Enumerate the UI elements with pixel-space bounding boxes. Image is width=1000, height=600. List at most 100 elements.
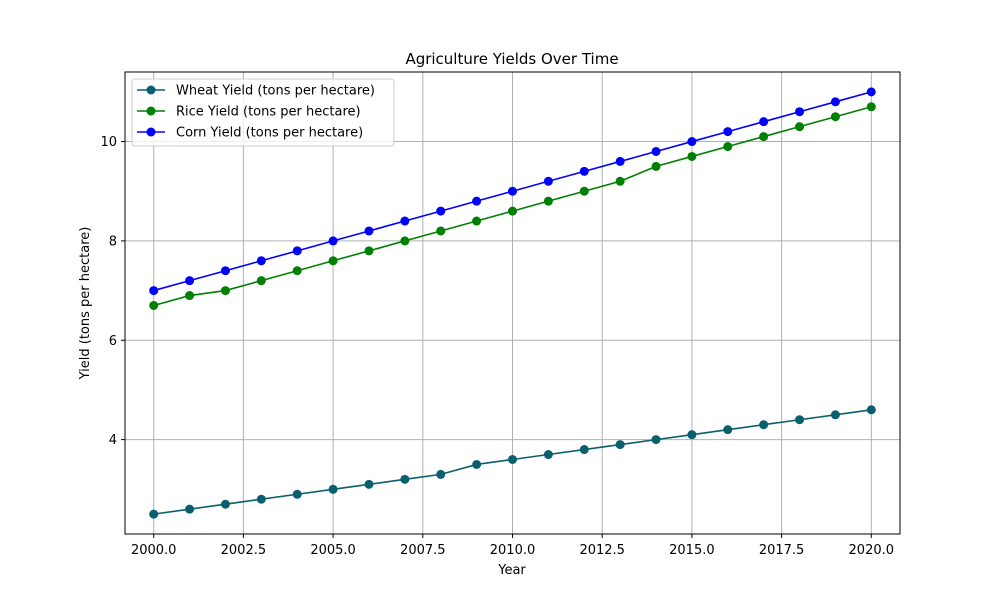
series-2: [149, 102, 876, 310]
x-axis-label: Year: [497, 563, 526, 578]
legend-entries: Wheat Yield (tons per hectare) Rice Yield…: [137, 84, 375, 141]
data-point: [256, 256, 266, 266]
data-point: [759, 132, 769, 142]
data-point: [220, 499, 230, 509]
y-tick-label: 10: [100, 135, 117, 150]
data-point: [292, 266, 302, 276]
data-point: [508, 186, 517, 196]
x-tick-label: 2017.5: [759, 543, 805, 558]
data-point: [615, 440, 625, 450]
data-point: [436, 226, 446, 236]
y-tick-label: 6: [109, 334, 117, 349]
legend-marker: [146, 127, 156, 137]
data-point: [830, 97, 840, 107]
data-point: [830, 410, 840, 420]
data-point: [292, 246, 302, 256]
data-point: [328, 256, 338, 266]
x-tick-label: 2015.0: [669, 543, 715, 558]
data-point: [436, 469, 446, 479]
legend-box: [131, 78, 395, 147]
x-tick-label: 2005.0: [310, 543, 356, 558]
legend-label: Wheat Yield (tons per hectare): [176, 84, 375, 99]
data-point: [615, 176, 625, 186]
x-tick-label: 2002.5: [221, 543, 267, 558]
data-point: [543, 196, 553, 206]
data-point: [364, 246, 374, 256]
series-3: [149, 87, 876, 296]
data-point: [830, 112, 840, 122]
data-point: [543, 450, 553, 460]
legend-marker: [146, 106, 156, 116]
data-point: [400, 474, 410, 484]
x-tick-label: 2012.5: [579, 543, 625, 558]
data-point: [579, 166, 589, 176]
data-point: [866, 102, 876, 112]
data-point: [220, 266, 230, 276]
data-point: [364, 226, 374, 236]
data-point: [364, 479, 374, 489]
data-point: [472, 196, 482, 206]
data-point: [543, 176, 553, 186]
data-point: [436, 206, 446, 216]
data-point: [185, 276, 195, 286]
data-point: [220, 286, 230, 296]
data-point: [185, 291, 195, 301]
data-point: [579, 186, 589, 196]
data-point: [687, 430, 697, 440]
data-point: [723, 142, 733, 152]
data-point: [687, 137, 697, 147]
legend-label: Rice Yield (tons per hectare): [176, 105, 361, 120]
chart-title: Agriculture Yields Over Time: [405, 50, 618, 68]
data-point: [149, 509, 159, 519]
data-point: [866, 87, 876, 97]
data-point: [795, 122, 805, 132]
legend-marker: [146, 85, 156, 95]
legend-entry: Wheat Yield (tons per hectare): [137, 84, 375, 99]
y-tick-label: 8: [109, 234, 117, 249]
x-axis: 2000.0 2002.5 2005.0 2007.5 2010.0 2012.5 2015…: [131, 534, 894, 558]
data-point: [328, 236, 338, 246]
legend-entry: Rice Yield (tons per hectare): [137, 105, 361, 120]
data-point: [256, 276, 266, 286]
x-tick-label: 2020.0: [849, 543, 895, 558]
y-axis: 4 6 8 10: [100, 135, 125, 448]
data-point: [615, 156, 625, 166]
data-point: [292, 489, 302, 499]
series-layer: [149, 87, 876, 519]
legend: Wheat Yield (tons per hectare) Rice Yield…: [131, 78, 395, 147]
data-point: [508, 206, 517, 216]
data-point: [185, 504, 195, 514]
data-point: [400, 216, 410, 226]
data-point: [149, 300, 159, 310]
data-point: [759, 117, 769, 127]
data-point: [472, 216, 482, 226]
data-point: [687, 151, 697, 161]
data-point: [795, 415, 805, 425]
data-point: [759, 420, 769, 430]
y-axis-label: Yield (tons per hectare): [78, 227, 93, 381]
data-point: [579, 445, 589, 455]
data-point: [866, 405, 876, 415]
grid-layer: [125, 72, 900, 534]
data-point: [795, 107, 805, 117]
data-point: [400, 236, 410, 246]
data-point: [651, 146, 661, 156]
y-tick-label: 4: [109, 433, 117, 448]
data-point: [723, 425, 733, 435]
data-point: [328, 484, 338, 494]
data-point: [651, 435, 661, 445]
data-point: [508, 454, 517, 464]
data-point: [651, 161, 661, 171]
legend-entry: Corn Yield (tons per hectare): [137, 126, 363, 141]
data-point: [472, 459, 482, 469]
data-point: [256, 494, 266, 504]
legend-label: Corn Yield (tons per hectare): [176, 126, 363, 141]
data-point: [723, 127, 733, 137]
series-1: [149, 405, 876, 519]
x-tick-label: 2000.0: [131, 543, 177, 558]
data-point: [149, 286, 159, 296]
x-tick-label: 2007.5: [400, 543, 446, 558]
x-tick-label: 2010.0: [490, 543, 536, 558]
